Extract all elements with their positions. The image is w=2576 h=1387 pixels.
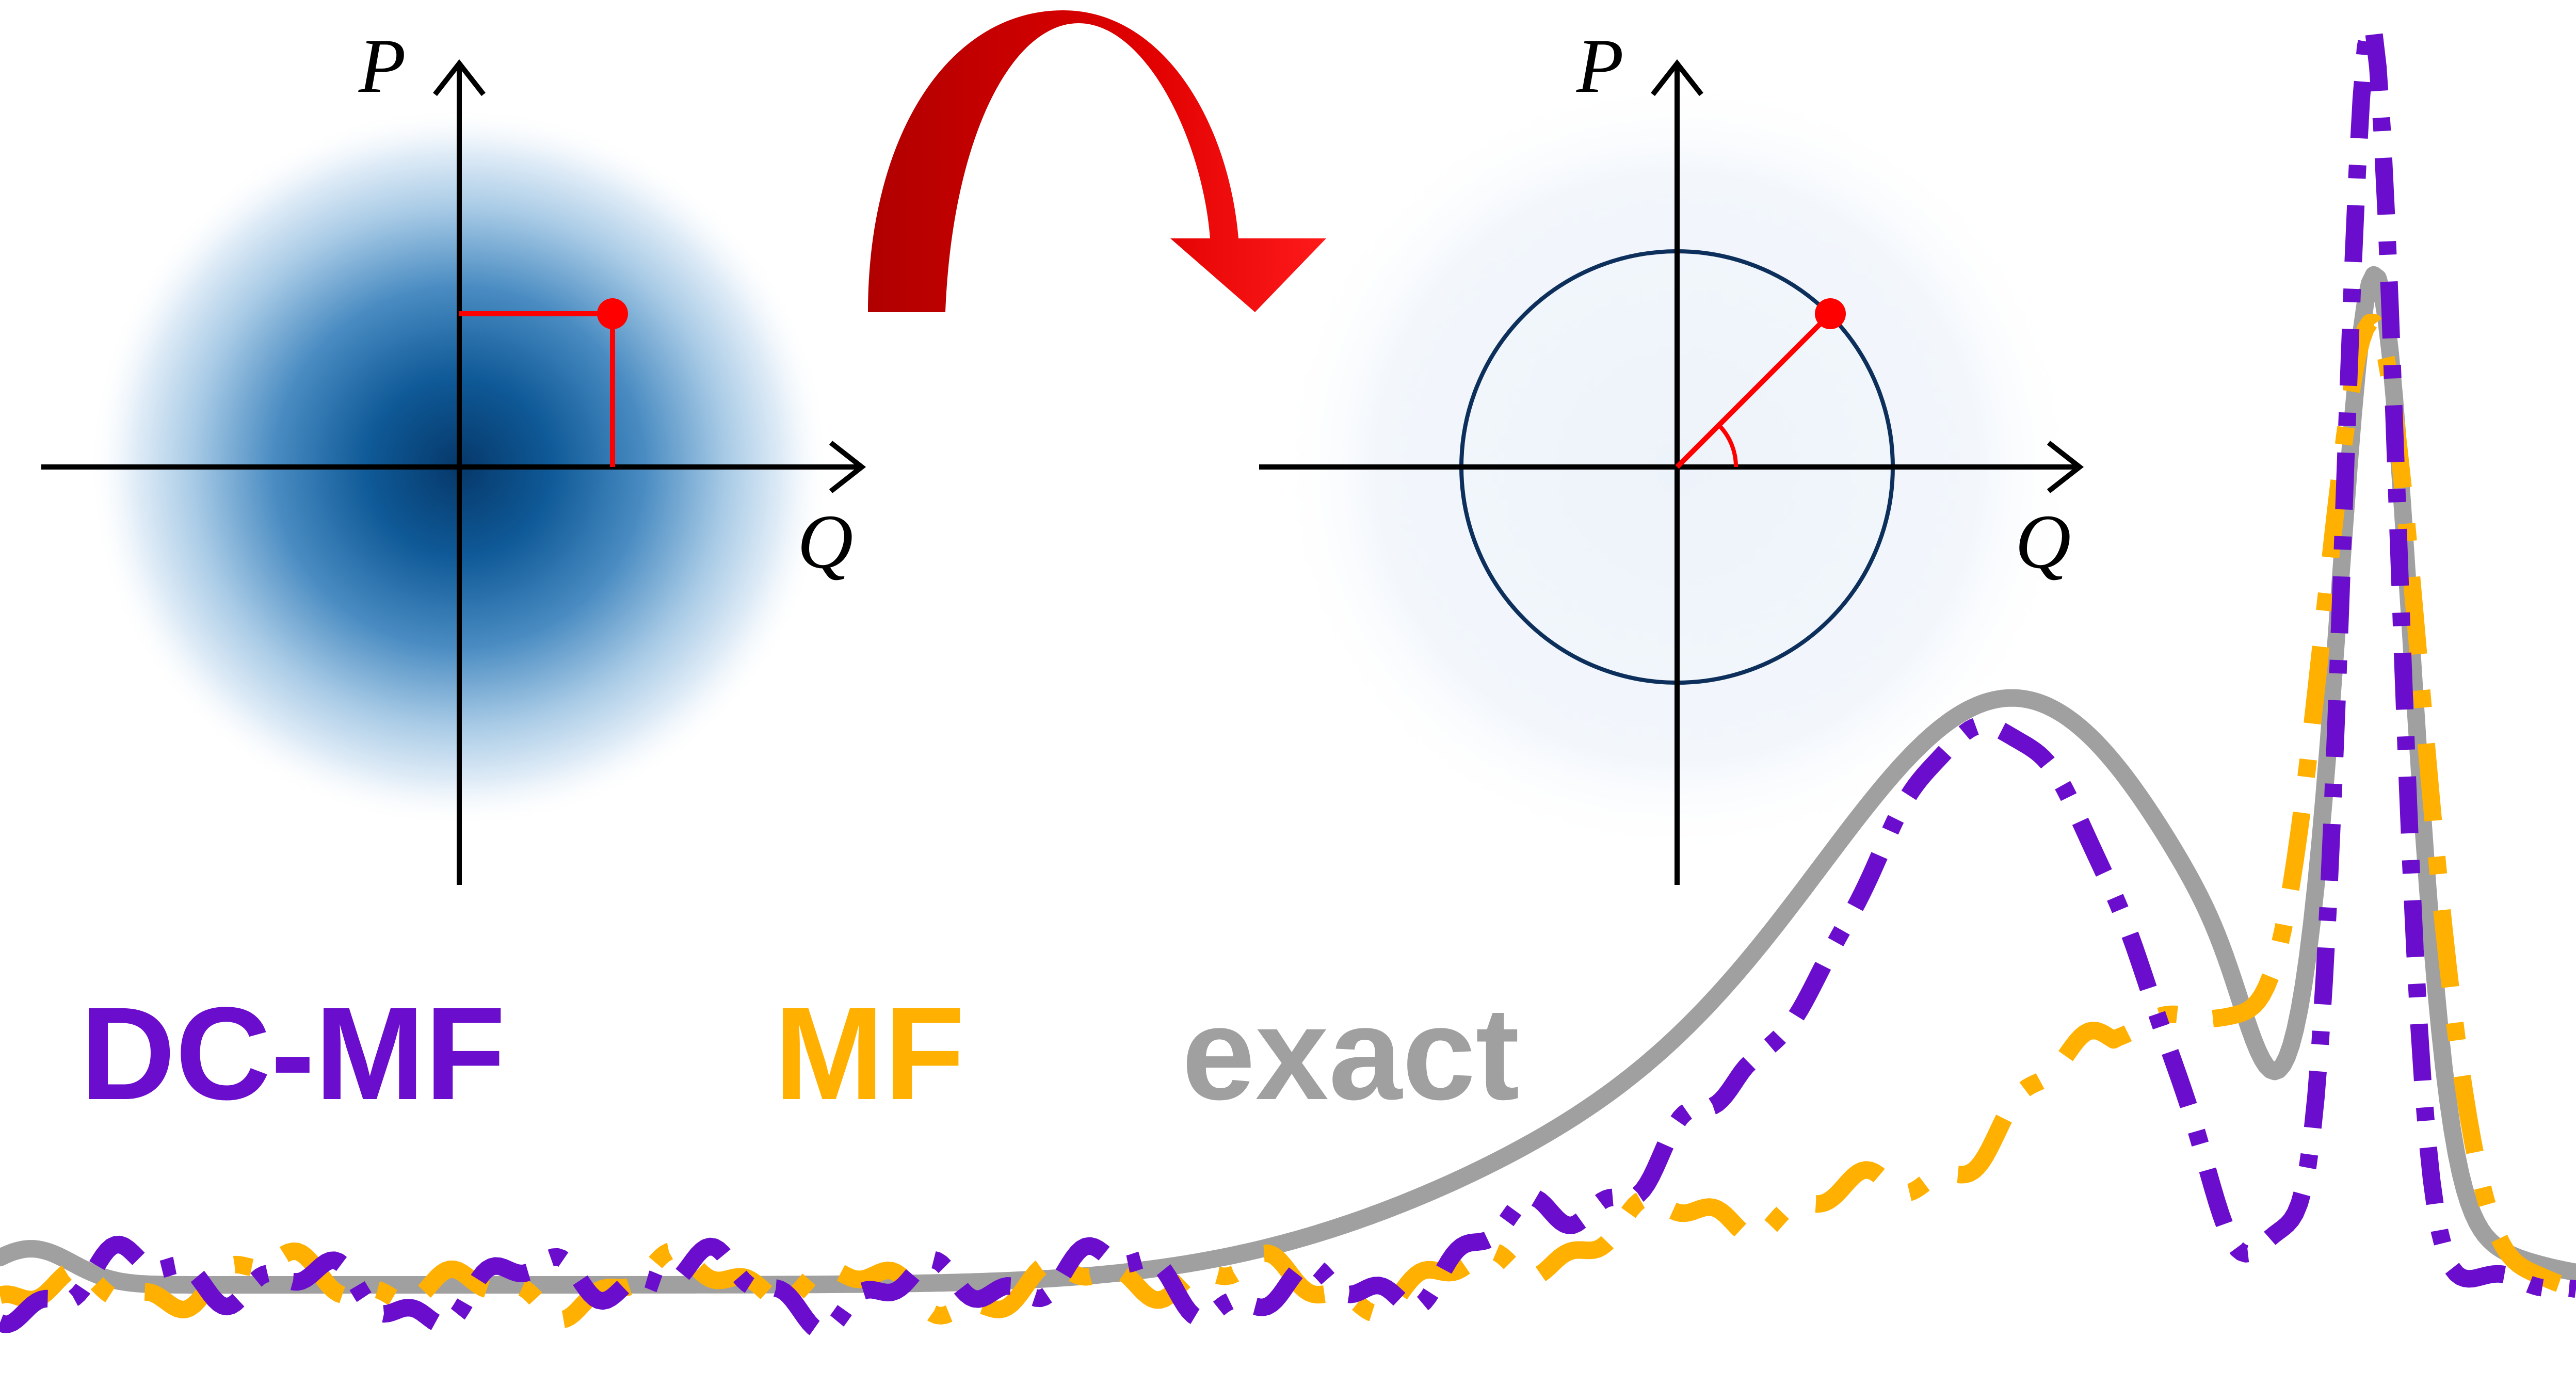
p-axis-label: P <box>358 23 406 109</box>
q-axis-label: Q <box>2015 499 2071 585</box>
legend-dc-mf: DC-MF <box>80 980 506 1127</box>
spectrum-curves <box>0 17 2576 1340</box>
dc-mf-curve <box>0 17 2576 1340</box>
legend: DC-MF MF exact <box>80 980 1520 1127</box>
phase-point-marker <box>1815 298 1846 329</box>
angle-arc <box>1717 424 1738 467</box>
right-phase-space: Q P <box>1259 23 2084 885</box>
p-axis-arrowhead-icon <box>1651 59 1703 96</box>
radius-line <box>1675 312 1832 469</box>
phase-point-marker <box>597 298 628 329</box>
q-axis-arrowhead-icon <box>829 441 866 493</box>
q-axis-arrowhead-icon <box>2047 441 2084 493</box>
legend-mf: MF <box>774 980 965 1127</box>
p-axis-label: P <box>1576 23 1624 109</box>
q-axis-label: Q <box>797 499 853 585</box>
legend-exact: exact <box>1182 980 1520 1127</box>
curved-arrow-icon <box>868 10 1326 312</box>
left-phase-space: Q P <box>41 23 866 885</box>
p-axis-arrowhead-icon <box>433 59 486 96</box>
